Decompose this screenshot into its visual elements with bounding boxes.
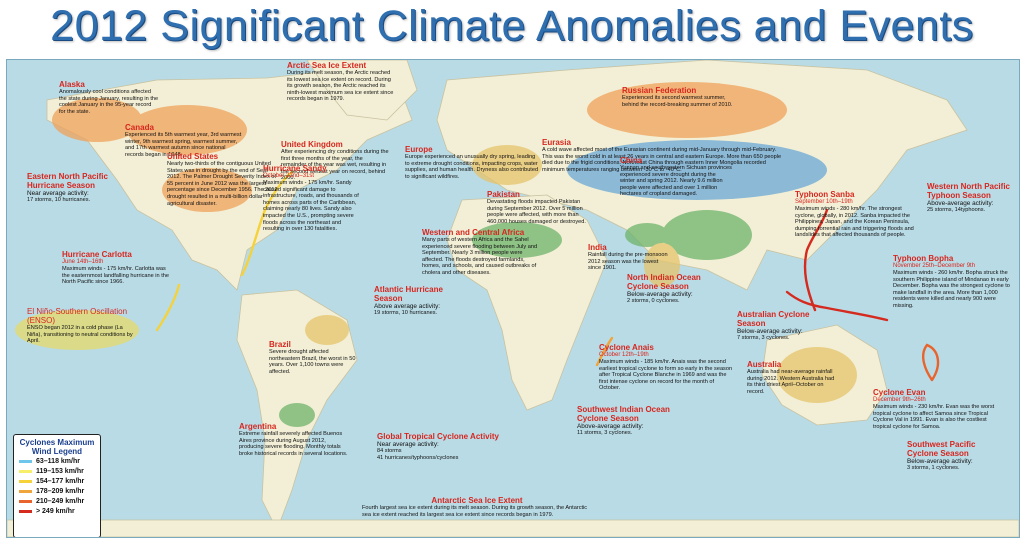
legend-row-4: 178–209 km/hr (19, 486, 100, 496)
anomaly-us (162, 168, 252, 212)
anomaly-pakistan (625, 223, 669, 247)
track-evan (922, 343, 940, 382)
event-cyclone-anais: Cyclone Anais October 12th–19th Maximum … (599, 343, 733, 392)
anomaly-alaska (52, 98, 142, 142)
anomaly-eurasia (567, 140, 827, 200)
legend-title: Cyclones Maximum Wind Legend (19, 438, 95, 456)
cyclone-wind-legend: Cyclones Maximum Wind Legend 63–118 km/h… (13, 434, 101, 537)
legend-row-5: 210–249 km/hr (19, 496, 100, 506)
event-china: China Yunnan and southwestern Sichuan pr… (620, 156, 732, 198)
event-southwest-indian-ocean: Southwest Indian Ocean Cyclone Season Ab… (577, 405, 670, 437)
legend-swatch-3 (19, 479, 32, 483)
greenland-landmass (306, 60, 418, 121)
event-canada: Canada Experienced its 5th warmest year,… (125, 123, 242, 158)
event-australian-cyclone-season: Australian Cyclone Season Below-average … (737, 310, 810, 342)
track-bopha (785, 290, 889, 322)
legend-swatch-1 (19, 459, 32, 463)
anomaly-china (662, 210, 752, 260)
event-typhoon-sanba: Typhoon Sanba September 10th–19th Maximu… (795, 190, 914, 239)
legend-row-2: 119–153 km/hr (19, 466, 100, 476)
track-sanba (803, 208, 829, 312)
event-cyclone-evan: Cyclone Evan December 9th–26th Maximum w… (873, 388, 995, 430)
event-western-north-pacific: Western North Pacific Typhoon Season Abo… (927, 182, 1010, 214)
event-pakistan: Pakistan Devastating floods impacted Pak… (487, 190, 586, 225)
event-western-central-africa: Western and Central Africa Many parts of… (422, 228, 538, 276)
anomaly-argentina (279, 403, 315, 427)
event-north-indian-ocean: North Indian Ocean Cyclone Season Below-… (627, 273, 701, 305)
anomaly-europe (472, 145, 542, 185)
anomaly-russia (587, 82, 787, 138)
event-southwest-pacific: Southwest Pacific Cyclone Season Below-a… (907, 440, 976, 472)
event-hurricane-carlotta: Hurricane Carlotta June 14th–16th Maximu… (62, 250, 169, 286)
legend-row-6: > 249 km/hr (19, 506, 100, 516)
track-anais (595, 336, 614, 367)
event-united-kingdom: United Kingdom After experiencing dry co… (281, 140, 389, 182)
event-australia: Australia Australia had near-average rai… (747, 360, 835, 395)
map-title: 2012 Significant Climate Anomalies and E… (50, 2, 974, 50)
event-enso: El Niño-Southern Oscillation (ENSO) ENSO… (27, 307, 133, 345)
legend-row-3: 154–177 km/hr (19, 476, 100, 486)
event-atlantic-hurricane-season: Atlantic Hurricane Season Above average … (374, 285, 443, 317)
world-map: Alaska Anomalously cool conditions affec… (6, 59, 1020, 538)
event-hurricane-sandy: Hurricane Sandy October 22nd–31st Maximu… (263, 164, 359, 233)
event-eastern-north-pacific: Eastern North Pacific Hurricane Season N… (27, 172, 108, 204)
anomaly-australia (777, 347, 857, 403)
event-global-tropical-cyclone: Global Tropical Cyclone Activity Near av… (377, 432, 499, 461)
antarctica-landmass (7, 519, 1019, 537)
event-antarctic-sea-ice: Antarctic Sea Ice Extent Fourth largest … (362, 496, 588, 518)
event-argentina: Argentina Extreme rainfall severely affe… (239, 422, 348, 457)
event-india: India Rainfall during the pre-monsoon 20… (588, 243, 668, 272)
anomaly-brazil (305, 315, 349, 345)
event-arctic-sea-ice: Arctic Sea Ice Extent During its melt se… (287, 61, 394, 103)
legend-swatch-5 (19, 499, 32, 503)
legend-swatch-4 (19, 489, 32, 493)
legend-swatch-2 (19, 469, 32, 473)
world-map-graphic (7, 60, 1019, 537)
event-brazil: Brazil Severe drought affected northeast… (269, 340, 356, 375)
legend-swatch-6 (19, 509, 32, 513)
event-eurasia: Eurasia A cold wave affected most of the… (542, 138, 782, 173)
event-alaska: Alaska Anomalously cool conditions affec… (59, 80, 159, 115)
anomaly-west-africa (472, 222, 562, 258)
anomaly-india (644, 243, 680, 287)
event-russian-federation: Russian Federation Experienced its secon… (622, 86, 733, 108)
track-sandy (240, 170, 294, 277)
legend-row-1: 63–118 km/hr (19, 456, 100, 466)
event-europe: Europe Europe experienced an unusually d… (405, 145, 539, 180)
event-united-states: United States Nearly two-thirds of the c… (167, 152, 278, 207)
track-carlotta (155, 283, 181, 332)
event-typhoon-bopha: Typhoon Bopha November 25th–December 9th… (893, 254, 1010, 309)
anomaly-enso (15, 310, 139, 350)
anomaly-canada (127, 105, 247, 155)
